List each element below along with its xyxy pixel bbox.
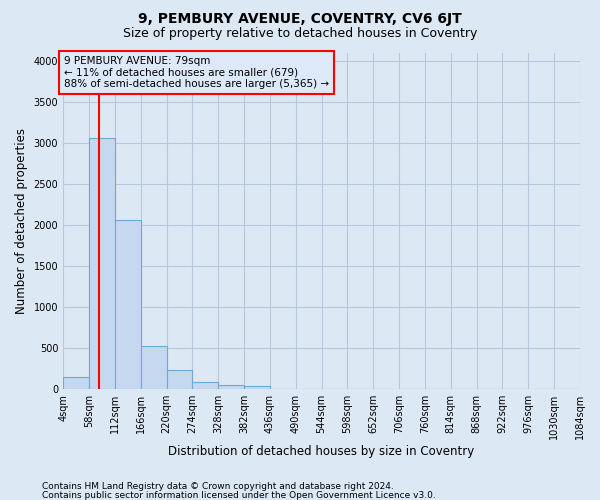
Text: Size of property relative to detached houses in Coventry: Size of property relative to detached ho… [123, 28, 477, 40]
Text: 9, PEMBURY AVENUE, COVENTRY, CV6 6JT: 9, PEMBURY AVENUE, COVENTRY, CV6 6JT [138, 12, 462, 26]
Y-axis label: Number of detached properties: Number of detached properties [15, 128, 28, 314]
Bar [218, 384, 244, 389]
Bar [140, 346, 167, 389]
Text: Contains HM Land Registry data © Crown copyright and database right 2024.: Contains HM Land Registry data © Crown c… [42, 482, 394, 491]
Bar [63, 376, 89, 389]
Bar [115, 220, 140, 389]
Bar [167, 370, 193, 389]
X-axis label: Distribution of detached houses by size in Coventry: Distribution of detached houses by size … [169, 444, 475, 458]
Text: 9 PEMBURY AVENUE: 79sqm
← 11% of detached houses are smaller (679)
88% of semi-d: 9 PEMBURY AVENUE: 79sqm ← 11% of detache… [64, 56, 329, 89]
Bar [244, 386, 270, 389]
Bar [89, 138, 115, 389]
Text: Contains public sector information licensed under the Open Government Licence v3: Contains public sector information licen… [42, 490, 436, 500]
Bar [193, 382, 218, 389]
